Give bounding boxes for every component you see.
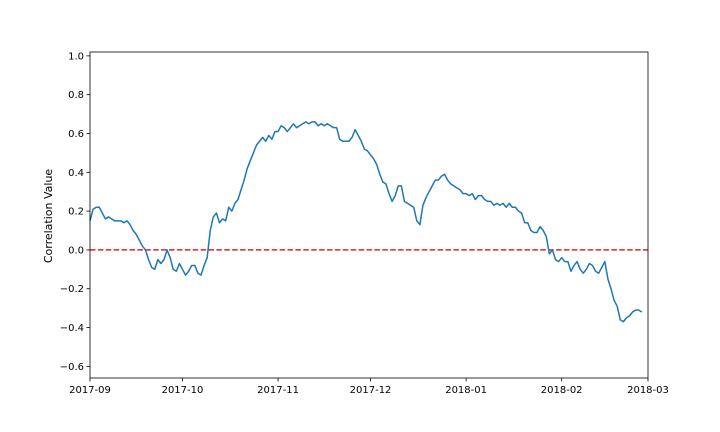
y-tick-label: 0.6 [68,129,84,140]
x-tick-label: 2017-10 [162,385,204,396]
series-line-0 [89,121,643,323]
x-tick-label: 2018-01 [445,385,487,396]
plot-frame [89,51,649,379]
x-tick-label: 2017-12 [350,385,392,396]
y-axis-label: Correlation Value [42,169,55,264]
plot-area [89,51,649,379]
y-tick-label: 1.0 [68,51,84,62]
y-axis: 1.0 0.8 0.6 0.4 0.2 0.0 −0.2 −0.4 −0.6 [60,51,90,373]
y-tick-label: 0.2 [68,207,84,218]
y-tick-label: −0.2 [60,284,84,295]
x-tick-label: 2018-02 [541,385,583,396]
y-tick-label: 0.4 [68,168,84,179]
y-tick-label: 0.8 [68,90,84,101]
y-tick-label: −0.6 [60,362,84,373]
y-tick-label: 0.0 [68,245,84,256]
y-tick-label: −0.4 [60,323,84,334]
x-tick-label: 2017-11 [257,385,299,396]
x-tick-label: 2018-03 [627,385,669,396]
x-axis: 2017-09 2017-10 2017-11 2017-12 2018-01 2018-… [69,378,669,396]
x-tick-label: 2017-09 [69,385,111,396]
